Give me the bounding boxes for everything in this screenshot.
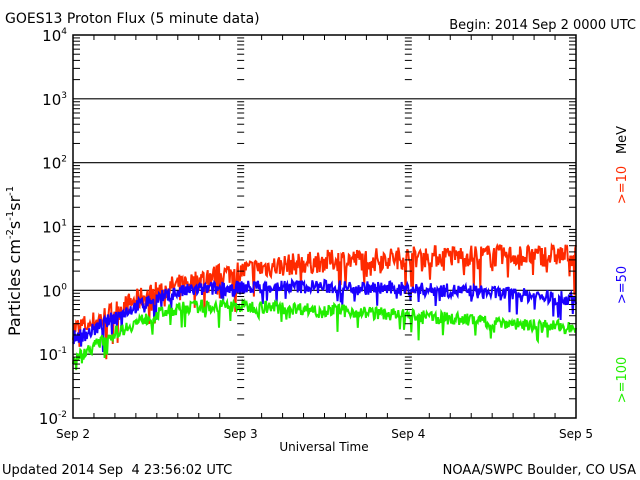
y-tick-label: 102 <box>42 155 67 173</box>
updated-timestamp: Updated 2014 Sep 4 23:56:02 UTC <box>2 463 232 478</box>
y-label-exp-1: -2 <box>5 229 16 239</box>
data-series <box>72 242 577 371</box>
y-label-text: Particles cm <box>5 239 24 336</box>
y-tick-label: 101 <box>42 219 67 237</box>
x-axis-ticks: Sep 2 Sep 3 Sep 4 Sep 5 <box>56 35 593 441</box>
chart-title: GOES13 Proton Flux (5 minute data) <box>5 11 260 27</box>
y-label-exp-3: -1 <box>5 186 16 196</box>
legend-unit: MeV <box>615 126 630 154</box>
svg-text:Particles cm-2s-1sr-1: Particles cm-2s-1sr-1 <box>5 186 24 336</box>
x-tick-label: Sep 2 <box>56 427 90 441</box>
legend-entry-100: >=100 <box>615 357 630 404</box>
y-label-s: s <box>5 221 24 229</box>
y-tick-label: 103 <box>42 91 67 109</box>
series-line-ge50 <box>72 277 577 353</box>
legend-entry-50: >=50 <box>615 266 630 304</box>
y-tick-label: 100 <box>42 282 67 300</box>
x-tick-label: Sep 3 <box>224 427 258 441</box>
y-tick-label: 10-2 <box>39 410 67 428</box>
y-tick-label: 10-1 <box>39 346 67 364</box>
x-tick-label: Sep 4 <box>391 427 425 441</box>
x-axis-label: Universal Time <box>279 440 368 454</box>
series-line-ge100 <box>72 297 577 371</box>
y-label-sr: sr <box>5 195 24 210</box>
credit-text: NOAA/SWPC Boulder, CO USA <box>443 463 636 478</box>
y-tick-label: 104 <box>42 27 67 45</box>
legend-entry-10: >=10 <box>615 166 630 204</box>
y-axis-label: Particles cm-2s-1sr-1 <box>5 186 24 336</box>
y-label-exp-2: -1 <box>5 211 16 221</box>
x-tick-label: Sep 5 <box>559 427 593 441</box>
chart-begin-time: Begin: 2014 Sep 2 0000 UTC <box>449 18 636 33</box>
y-axis-ticks: 104 103 102 101 100 10-1 10-2 <box>39 27 576 428</box>
